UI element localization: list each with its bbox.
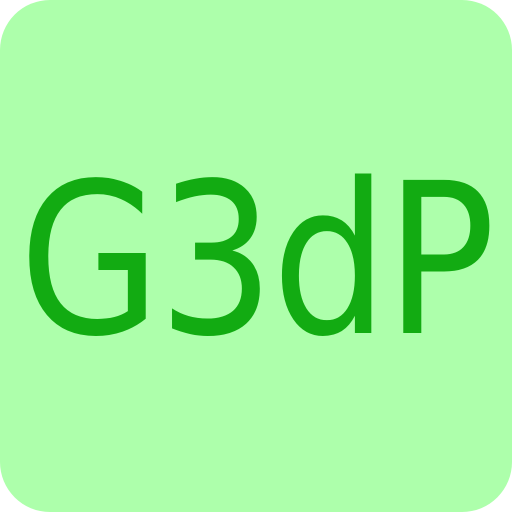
app-icon-label: G3dP	[19, 138, 493, 383]
